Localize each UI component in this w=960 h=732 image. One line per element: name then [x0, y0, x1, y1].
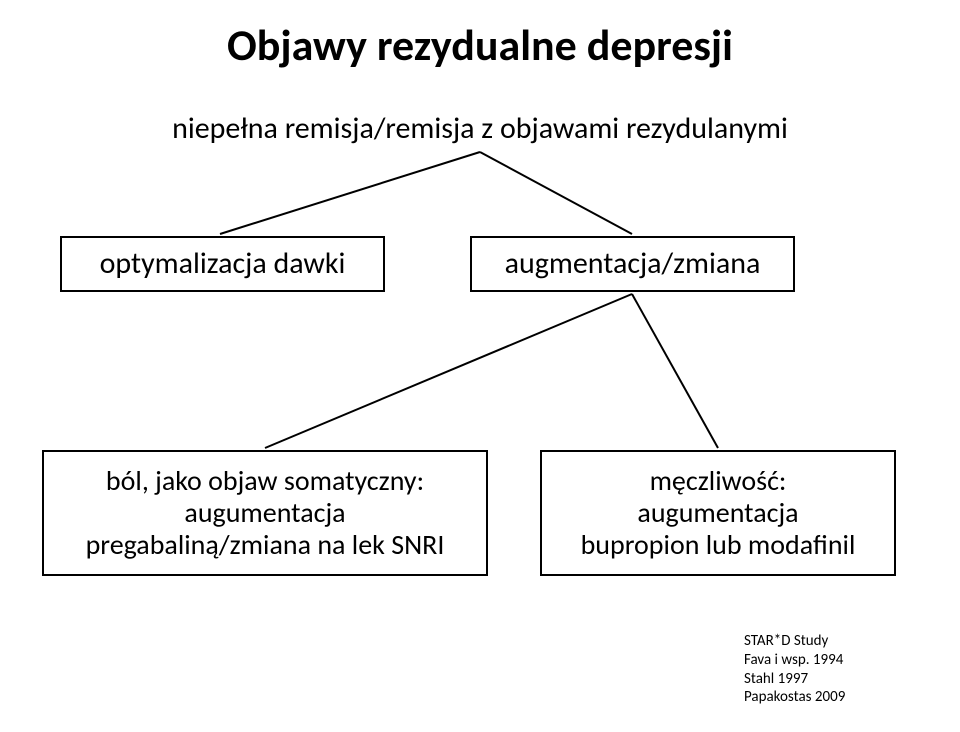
box-pain-line2: augumentacja: [86, 497, 445, 529]
diagram-stage: Objawy rezydualne depresji niepełna remi…: [0, 0, 960, 732]
box-fatigue-content: męczliwość: augumentacja bupropion lub m…: [581, 465, 856, 562]
box-pain-line1: ból, jako objaw somatyczny:: [86, 465, 445, 497]
box-pain-content: ból, jako objaw somatyczny: augumentacja…: [86, 465, 445, 562]
box-fatigue-line3: bupropion lub modafinil: [581, 529, 856, 561]
box-pain: ból, jako objaw somatyczny: augumentacja…: [42, 450, 488, 576]
references-block: STAR*D Study Fava i wsp. 1994 Stahl 1997…: [744, 632, 845, 707]
ref-line-2: Fava i wsp. 1994: [744, 651, 845, 670]
ref-line-1: STAR*D Study: [744, 632, 845, 651]
edge-aug-to-mecz: [632, 294, 718, 448]
edge-subtitle-to-opt: [220, 152, 480, 234]
page-title: Objawy rezydualne depresji: [0, 18, 960, 72]
box-pain-line3: pregabaliną/zmiana na lek SNRI: [86, 529, 445, 561]
box-fatigue-line1: męczliwość:: [581, 465, 856, 497]
edge-subtitle-to-aug: [480, 152, 632, 234]
box-augmentation: augmentacja/zmiana: [470, 236, 795, 292]
box-fatigue: męczliwość: augumentacja bupropion lub m…: [540, 450, 896, 576]
edge-aug-to-bol: [265, 294, 632, 448]
box-fatigue-line2: augumentacja: [581, 497, 856, 529]
box-optimization: optymalizacja dawki: [60, 236, 385, 292]
ref-line-4: Papakostas 2009: [744, 688, 845, 707]
box-augmentation-label: augmentacja/zmiana: [505, 247, 761, 282]
ref-line-3: Stahl 1997: [744, 670, 845, 689]
box-optimization-label: optymalizacja dawki: [100, 247, 346, 282]
subtitle-text: niepełna remisja/remisja z objawami rezy…: [0, 110, 960, 147]
